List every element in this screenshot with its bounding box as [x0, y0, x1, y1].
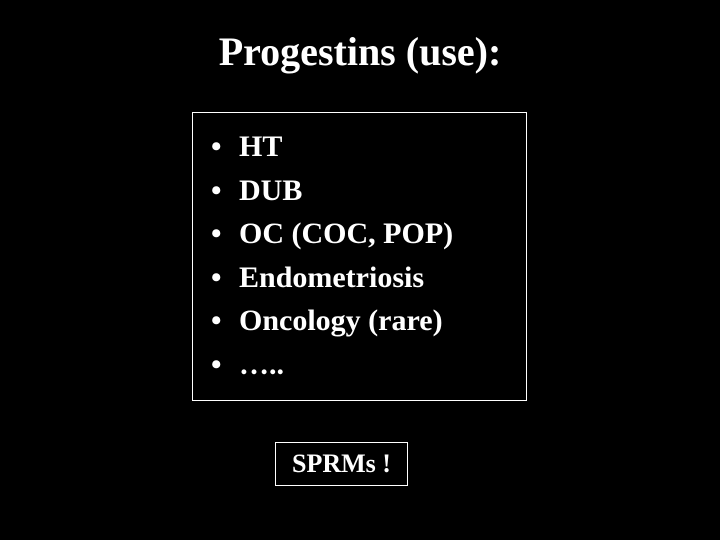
list-item: • HT [211, 125, 508, 169]
callout-box: SPRMs ! [275, 442, 408, 486]
bullet-icon: • [211, 169, 239, 213]
list-item-label: Endometriosis [239, 256, 424, 300]
list-item: • OC (COC, POP) [211, 212, 508, 256]
list-item-label: Oncology (rare) [239, 299, 443, 343]
bullet-icon: • [211, 256, 239, 300]
list-item-label: ….. [239, 343, 284, 387]
slide-title: Progestins (use): [0, 28, 720, 75]
list-item: • Endometriosis [211, 256, 508, 300]
list-item-label: DUB [239, 169, 302, 213]
list-item: • DUB [211, 169, 508, 213]
list-item-label: HT [239, 125, 282, 169]
bullet-icon: • [211, 125, 239, 169]
bullet-list-box: • HT • DUB • OC (COC, POP) • Endometrios… [192, 112, 527, 401]
list-item: • ….. [211, 343, 508, 387]
bullet-icon: • [211, 343, 239, 387]
bullet-icon: • [211, 212, 239, 256]
list-item-label: OC (COC, POP) [239, 212, 453, 256]
bullet-icon: • [211, 299, 239, 343]
callout-text: SPRMs ! [292, 449, 391, 478]
list-item: • Oncology (rare) [211, 299, 508, 343]
